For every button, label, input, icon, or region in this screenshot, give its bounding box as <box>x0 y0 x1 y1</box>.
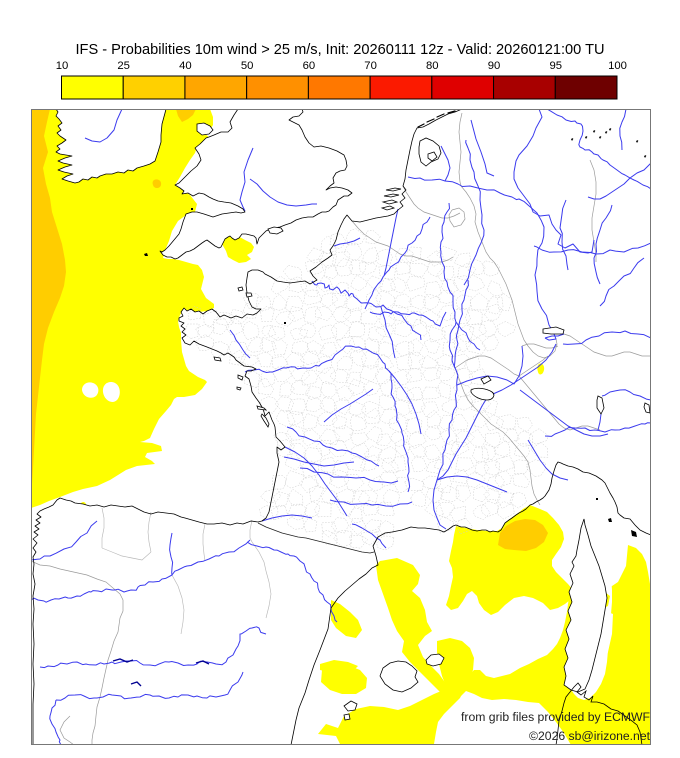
svg-text:from grib files provided by EC: from grib files provided by ECMWF <box>461 710 650 724</box>
svg-text:©2026 sb@irizone.net: ©2026 sb@irizone.net <box>529 729 651 743</box>
